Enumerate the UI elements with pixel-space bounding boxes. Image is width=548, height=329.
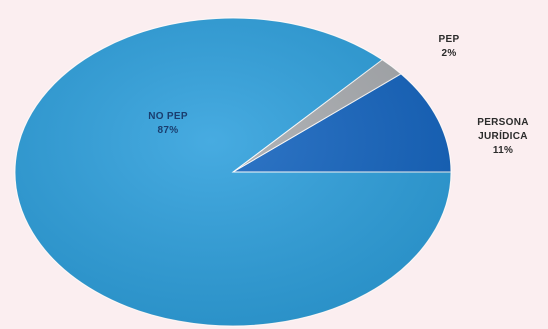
slice-value-pep: 2%: [441, 48, 457, 59]
slice-label-no-pep: NO PEP 87%: [128, 110, 208, 138]
slice-name-persona-line2: JURÍDICA: [478, 131, 528, 142]
slice-value-no-pep: 87%: [157, 125, 179, 136]
slice-label-persona-juridica: PERSONA JURÍDICA 11%: [460, 116, 546, 158]
slice-name-persona-line1: PERSONA: [477, 117, 529, 128]
slice-name-no-pep: NO PEP: [148, 111, 188, 122]
slice-name-pep: PEP: [438, 34, 460, 45]
slice-value-persona-juridica: 11%: [492, 145, 514, 156]
slice-label-pep: PEP 2%: [427, 33, 471, 61]
